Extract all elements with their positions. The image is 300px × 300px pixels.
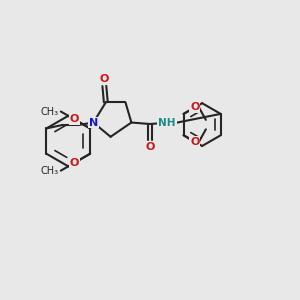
Text: O: O — [190, 137, 200, 147]
Text: N: N — [89, 118, 98, 128]
Text: O: O — [190, 102, 200, 112]
Text: O: O — [145, 142, 154, 152]
Text: O: O — [70, 114, 79, 124]
Text: CH₃: CH₃ — [40, 166, 58, 176]
Text: NH: NH — [158, 118, 176, 128]
Text: O: O — [100, 74, 109, 84]
Text: O: O — [70, 158, 79, 168]
Text: CH₃: CH₃ — [40, 106, 58, 116]
